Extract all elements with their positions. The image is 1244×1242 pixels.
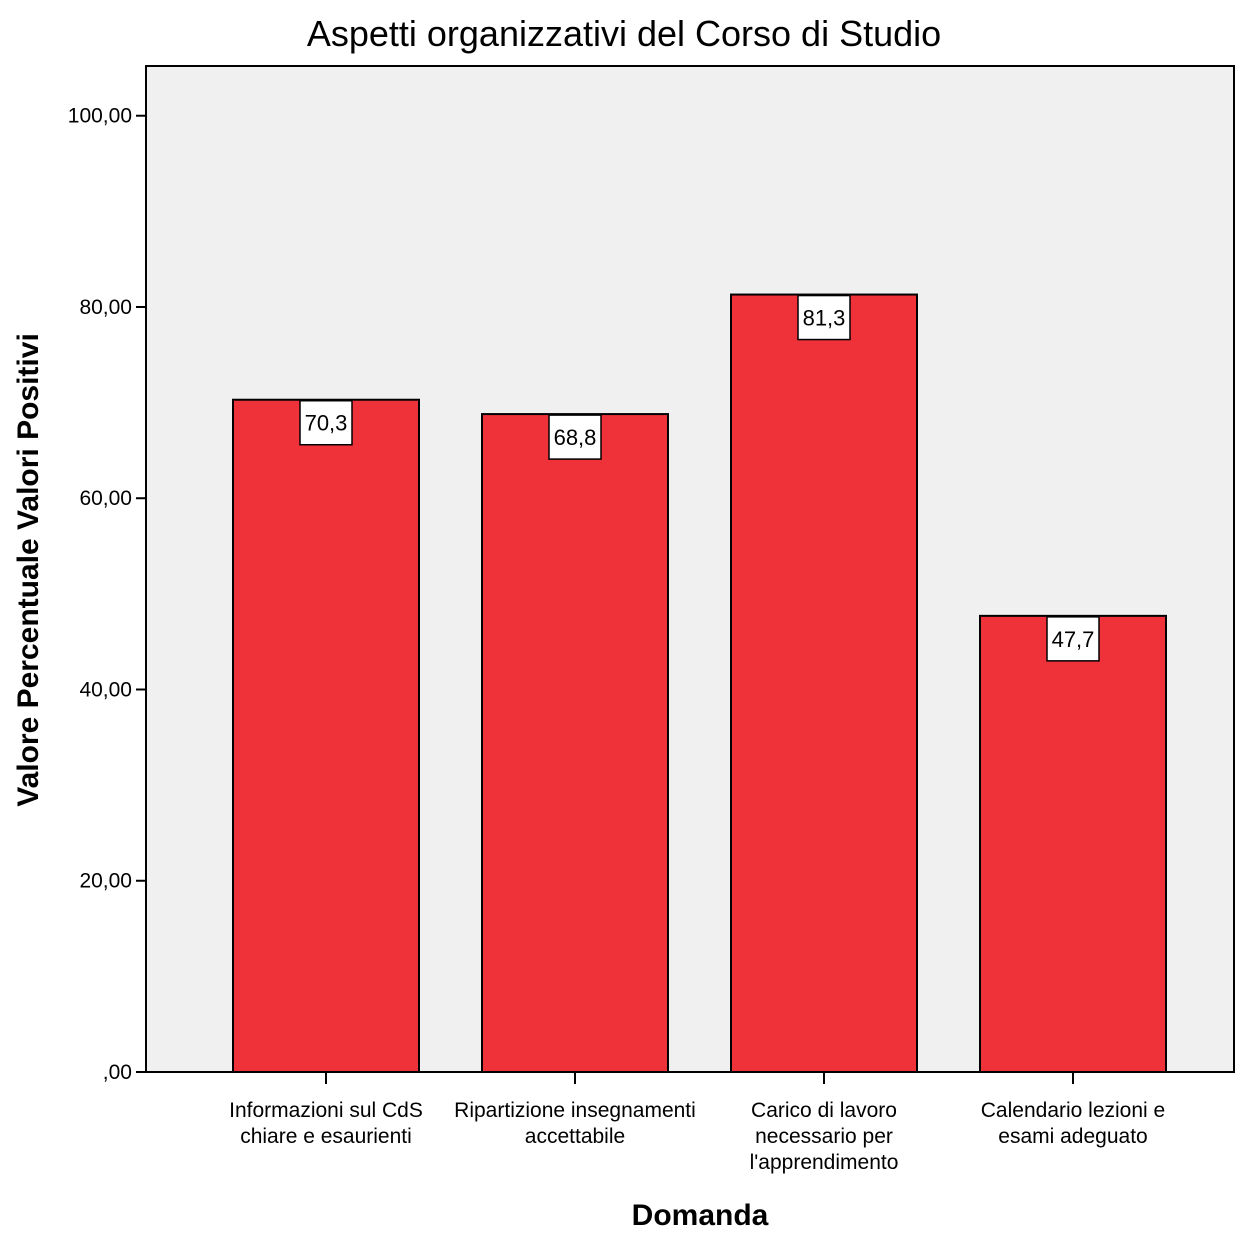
y-axis-label: Valore Percentuale Valori Positivi	[12, 333, 45, 807]
y-tick-label: 20,00	[79, 870, 132, 893]
y-tick-label: 40,00	[79, 678, 132, 701]
x-tick-label: Informazioni sul CdS chiare e esaurienti	[229, 1099, 423, 1148]
y-axis: ,00 20,00 40,00 60,00 80,00 100,00	[68, 105, 146, 1084]
bars-group: 70,3 68,8 81,3 47,7	[232, 293, 1167, 1073]
chart-title: Aspetti organizzativi del Corso di Studi…	[307, 13, 941, 54]
data-label-box	[1046, 616, 1100, 662]
bar	[979, 614, 1167, 1073]
data-label-box	[797, 294, 851, 341]
x-axis: Informazioni sul CdS chiare e esaurienti R…	[229, 1072, 1165, 1174]
data-label: 70,3	[305, 411, 348, 436]
x-tick-label: Ripartizione insegnamenti accettabile	[454, 1099, 696, 1148]
x-tick-label: Carico di lavoro necessario per l'apprendi…	[750, 1099, 899, 1174]
y-tick-label: 60,00	[79, 487, 132, 510]
y-tick-label: 100,00	[68, 105, 132, 128]
data-label: 47,7	[1052, 627, 1095, 652]
y-tick-label: 80,00	[79, 296, 132, 319]
bar	[232, 398, 420, 1073]
data-label: 68,8	[554, 425, 597, 450]
x-tick-label: Calendario lezioni e esami adeguato	[981, 1099, 1165, 1148]
bar	[481, 413, 669, 1073]
data-label: 81,3	[803, 306, 846, 331]
data-label-box	[299, 399, 353, 446]
y-tick-label: ,00	[103, 1061, 132, 1084]
data-label-box	[548, 414, 602, 460]
x-axis-label: Domanda	[632, 1199, 769, 1232]
bar	[730, 293, 918, 1073]
